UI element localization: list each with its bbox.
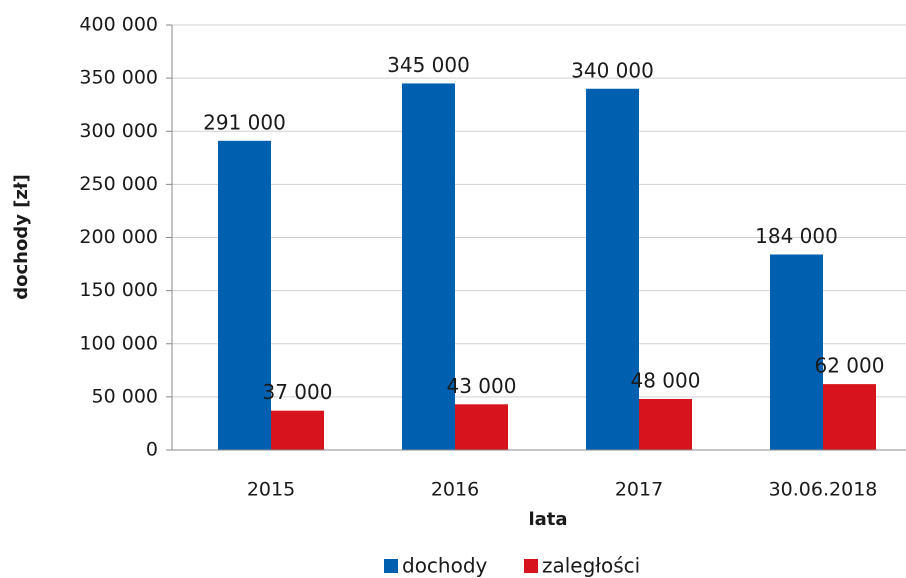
y-tick-label: 350 000 — [79, 67, 158, 89]
y-tick-label: 0 — [146, 439, 158, 461]
y-tick-label: 300 000 — [79, 120, 158, 142]
y-tick-label: 200 000 — [79, 226, 158, 248]
legend-swatch — [524, 559, 538, 573]
data-label: 345 000 — [387, 53, 470, 77]
data-label: 291 000 — [203, 110, 286, 134]
x-tick-label: 2017 — [615, 479, 663, 501]
y-tick-label: 400 000 — [79, 14, 158, 36]
x-tick-label: 30.06.2018 — [769, 479, 878, 501]
data-label: 62 000 — [815, 354, 885, 378]
y-tick-label: 100 000 — [79, 332, 158, 354]
legend-swatch — [384, 559, 398, 573]
x-axis-title: lata — [528, 509, 567, 530]
legend-label: dochody — [402, 554, 488, 578]
bar — [823, 384, 876, 450]
legend-label: zaległości — [542, 554, 640, 578]
bar — [770, 254, 823, 450]
bar — [586, 88, 639, 450]
data-label: 184 000 — [755, 224, 838, 248]
y-tick-label: 150 000 — [79, 279, 158, 301]
data-label: 48 000 — [631, 369, 701, 393]
y-tick-label: 250 000 — [79, 173, 158, 195]
data-label: 43 000 — [447, 374, 517, 398]
x-tick-label: 2015 — [247, 479, 295, 501]
x-tick-label: 2016 — [431, 479, 479, 501]
bar — [455, 404, 508, 450]
data-label: 37 000 — [263, 380, 333, 404]
y-axis-title: dochody [zł] — [11, 174, 32, 300]
y-tick-label: 50 000 — [92, 385, 158, 407]
bar — [271, 410, 324, 450]
bar — [639, 399, 692, 450]
bar — [402, 83, 455, 450]
data-label: 340 000 — [571, 58, 654, 82]
bar — [218, 140, 271, 450]
